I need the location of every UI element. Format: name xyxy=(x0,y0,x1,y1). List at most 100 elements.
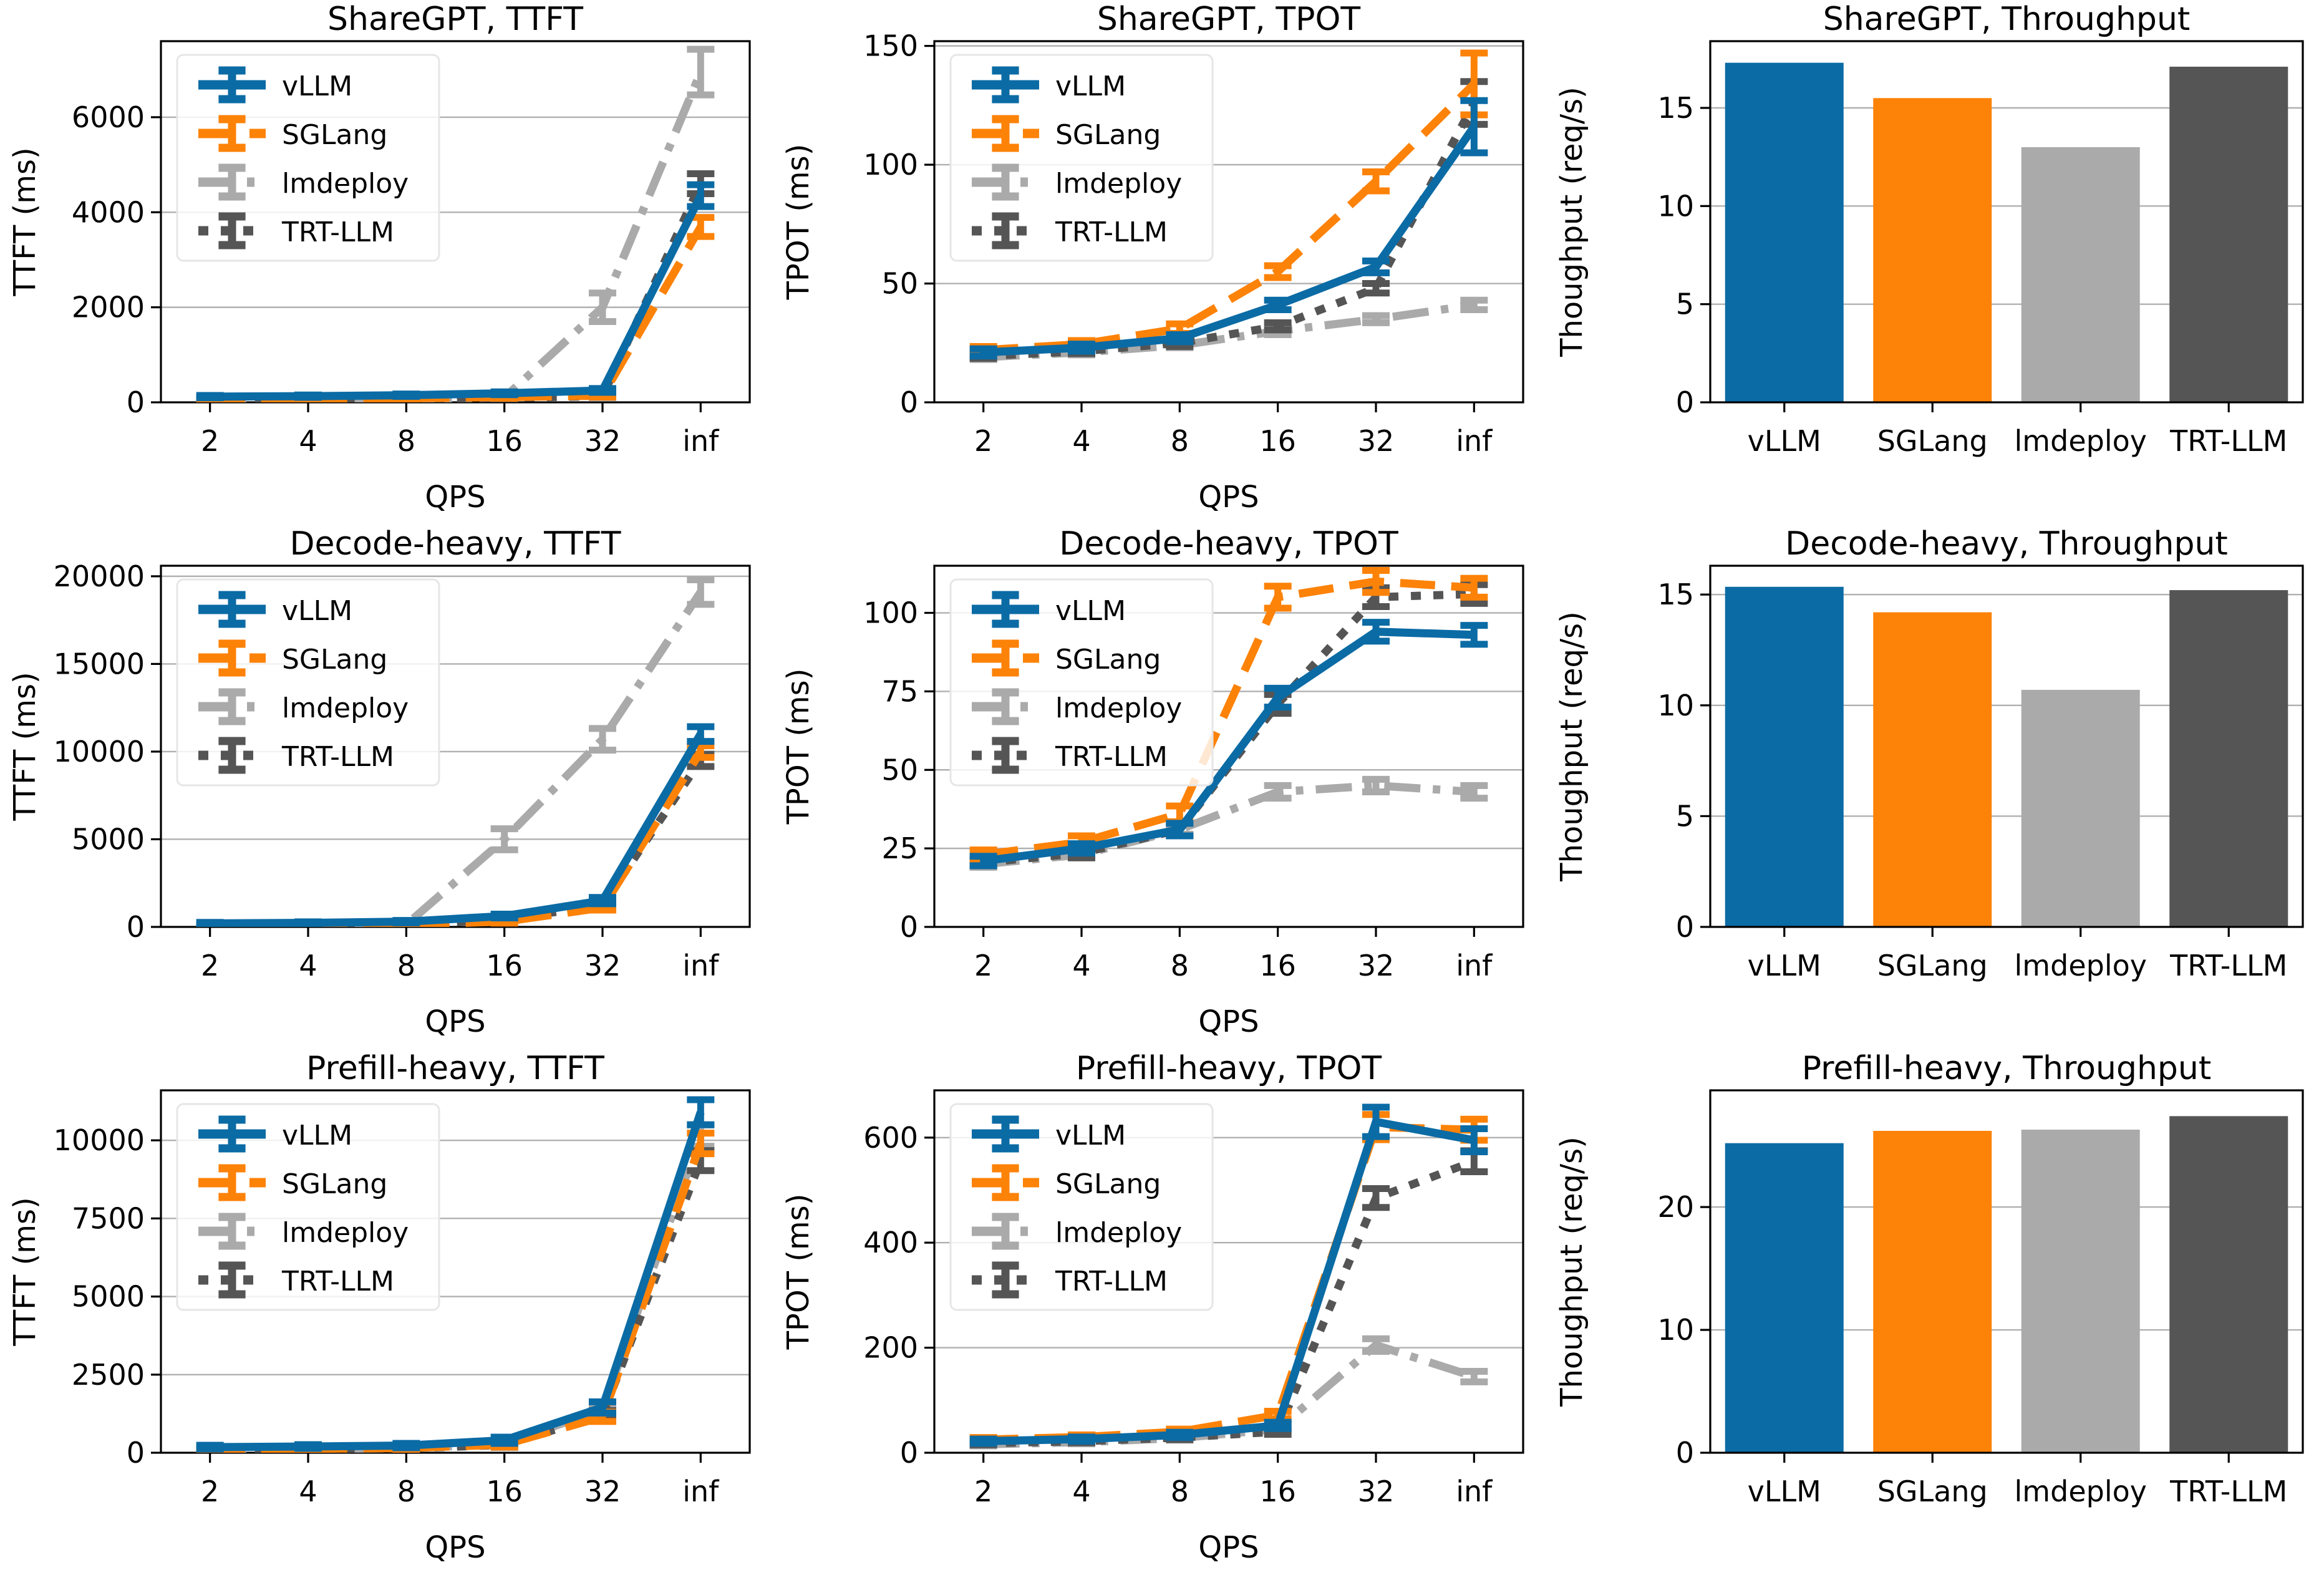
svg-text:TRT-LLM: TRT-LLM xyxy=(2169,424,2287,458)
svg-text:lmdeploy: lmdeploy xyxy=(282,168,409,200)
svg-text:QPS: QPS xyxy=(425,1004,485,1039)
svg-text:inf: inf xyxy=(682,949,720,982)
svg-text:16: 16 xyxy=(1259,424,1296,458)
svg-text:TRT-LLM: TRT-LLM xyxy=(2169,1475,2287,1508)
chart-panel-prefill-heavy-tpot: 0 200 400 600 2 4 8 16 32 inf vLLM SGLang lmdeploy TR… xyxy=(773,1049,1547,1575)
svg-text:vLLM: vLLM xyxy=(282,70,352,102)
svg-text:Prefill-heavy, TPOT: Prefill-heavy, TPOT xyxy=(1076,1050,1382,1087)
svg-text:0: 0 xyxy=(127,910,145,944)
svg-text:16: 16 xyxy=(1259,949,1296,982)
svg-text:0: 0 xyxy=(127,1436,145,1470)
svg-text:Decode-heavy, TTFT: Decode-heavy, TTFT xyxy=(290,525,621,563)
svg-text:TPOT (ms): TPOT (ms) xyxy=(781,669,816,825)
svg-text:inf: inf xyxy=(682,424,720,458)
bar-chart-sharegpt-throughput: 0 5 10 15 vLLM SGLang lmdeploy TRT-LLM Thoughput… xyxy=(1554,1,2304,458)
svg-text:QPS: QPS xyxy=(1198,1004,1259,1039)
svg-text:15: 15 xyxy=(1657,578,1694,611)
svg-text:TRT-LLM: TRT-LLM xyxy=(281,1266,394,1297)
svg-text:0: 0 xyxy=(900,910,918,944)
chart-panel-decode-heavy-throughput: 0 5 10 15 vLLM SGLang lmdeploy TRT-LLM Thoughput… xyxy=(1547,525,2324,1049)
svg-text:SGLang: SGLang xyxy=(1055,644,1161,676)
chart-panel-prefill-heavy-throughput: 0 10 20 vLLM SGLang lmdeploy TRT-LLM Thoughput … xyxy=(1547,1049,2324,1575)
chart-panel-sharegpt-ttft: 0 2000 4000 6000 2 4 8 16 32 inf vLLM SGLang lmdeplo… xyxy=(0,0,773,525)
svg-text:16: 16 xyxy=(1259,1475,1296,1508)
svg-text:inf: inf xyxy=(1456,424,1493,458)
svg-text:32: 32 xyxy=(584,949,621,982)
svg-text:2000: 2000 xyxy=(72,291,145,324)
svg-text:4: 4 xyxy=(1072,1475,1090,1508)
line-chart-sharegpt-ttft: 0 2000 4000 6000 2 4 8 16 32 inf vLLM SGLang lmdeplo… xyxy=(7,1,751,515)
svg-text:Thoughput (req/s): Thoughput (req/s) xyxy=(1554,87,1589,357)
svg-text:15: 15 xyxy=(1657,91,1694,125)
svg-text:vLLM: vLLM xyxy=(1055,70,1126,102)
svg-text:TRT-LLM: TRT-LLM xyxy=(1055,216,1168,248)
svg-text:8: 8 xyxy=(1171,424,1189,458)
line-chart-prefill-heavy-tpot: 0 200 400 600 2 4 8 16 32 inf vLLM SGLang lmdeploy TR… xyxy=(781,1050,1524,1565)
svg-text:ShareGPT, TPOT: ShareGPT, TPOT xyxy=(1097,1,1361,38)
chart-panel-prefill-heavy-ttft: 0 2500 5000 7500 10000 2 4 8 16 32 inf vLLM SGLang lm… xyxy=(0,1049,773,1575)
svg-text:5: 5 xyxy=(1676,288,1694,321)
bar-chart-prefill-heavy-throughput: 0 10 20 vLLM SGLang lmdeploy TRT-LLM Thoughput … xyxy=(1554,1050,2304,1508)
svg-text:lmdeploy: lmdeploy xyxy=(1055,692,1182,724)
chart-panel-decode-heavy-ttft: 0 5000 10000 15000 20000 2 4 8 16 32 inf vLLM SGLang… xyxy=(0,525,773,1049)
svg-text:lmdeploy: lmdeploy xyxy=(282,1217,409,1249)
svg-text:lmdeploy: lmdeploy xyxy=(1055,168,1182,200)
svg-text:200: 200 xyxy=(863,1331,918,1365)
svg-text:TRT-LLM: TRT-LLM xyxy=(1055,741,1168,773)
svg-text:100: 100 xyxy=(863,148,918,182)
svg-text:8: 8 xyxy=(1171,949,1189,982)
svg-text:TTFT (ms): TTFT (ms) xyxy=(7,1197,42,1346)
svg-text:vLLM: vLLM xyxy=(282,1120,352,1151)
svg-text:Decode-heavy, Throughput: Decode-heavy, Throughput xyxy=(1785,525,2228,563)
svg-text:vLLM: vLLM xyxy=(282,595,352,627)
svg-text:10: 10 xyxy=(1657,1313,1694,1347)
svg-text:TRT-LLM: TRT-LLM xyxy=(2169,949,2287,982)
svg-text:32: 32 xyxy=(584,424,621,458)
svg-text:2: 2 xyxy=(974,949,992,982)
svg-text:TRT-LLM: TRT-LLM xyxy=(1055,1266,1168,1297)
svg-text:16: 16 xyxy=(486,949,523,982)
svg-text:2: 2 xyxy=(201,1475,219,1508)
svg-text:2: 2 xyxy=(974,1475,992,1508)
svg-text:0: 0 xyxy=(1676,910,1694,944)
line-chart-sharegpt-tpot: 0 50 100 150 2 4 8 16 32 inf vLLM SGLang lmdeploy TRT… xyxy=(781,1,1524,515)
svg-text:SGLang: SGLang xyxy=(282,1168,387,1200)
svg-text:32: 32 xyxy=(1358,949,1395,982)
svg-text:10: 10 xyxy=(1657,189,1694,223)
svg-text:vLLM: vLLM xyxy=(1748,1475,1821,1508)
svg-text:SGLang: SGLang xyxy=(1055,119,1161,151)
svg-text:50: 50 xyxy=(881,267,918,301)
svg-text:8: 8 xyxy=(1171,1475,1189,1508)
svg-text:lmdeploy: lmdeploy xyxy=(2015,1475,2147,1508)
svg-text:32: 32 xyxy=(584,1475,621,1508)
svg-text:0: 0 xyxy=(900,1436,918,1470)
svg-text:5000: 5000 xyxy=(72,822,145,856)
svg-text:QPS: QPS xyxy=(425,1530,485,1565)
svg-text:2: 2 xyxy=(201,949,219,982)
svg-text:32: 32 xyxy=(1358,1475,1395,1508)
svg-text:inf: inf xyxy=(1456,1475,1493,1508)
svg-text:20000: 20000 xyxy=(54,560,145,593)
svg-text:SGLang: SGLang xyxy=(282,119,387,151)
svg-text:7500: 7500 xyxy=(72,1201,145,1235)
svg-text:4000: 4000 xyxy=(72,195,145,229)
svg-text:lmdeploy: lmdeploy xyxy=(2015,949,2147,982)
svg-text:4: 4 xyxy=(299,949,317,982)
bar-chart-decode-heavy-throughput: 0 5 10 15 vLLM SGLang lmdeploy TRT-LLM Thoughput… xyxy=(1554,525,2304,982)
svg-text:Prefill-heavy, Throughput: Prefill-heavy, Throughput xyxy=(1802,1050,2212,1087)
svg-text:ShareGPT, Throughput: ShareGPT, Throughput xyxy=(1823,1,2191,38)
svg-text:100: 100 xyxy=(863,596,918,630)
svg-text:50: 50 xyxy=(881,753,918,787)
svg-text:10: 10 xyxy=(1657,689,1694,722)
svg-text:TRT-LLM: TRT-LLM xyxy=(281,216,394,248)
svg-text:SGLang: SGLang xyxy=(1877,949,1988,982)
svg-text:4: 4 xyxy=(1072,949,1090,982)
svg-text:Decode-heavy, TPOT: Decode-heavy, TPOT xyxy=(1059,525,1398,563)
svg-text:vLLM: vLLM xyxy=(1055,1120,1126,1151)
svg-text:inf: inf xyxy=(682,1475,720,1508)
svg-text:6000: 6000 xyxy=(72,100,145,134)
svg-text:vLLM: vLLM xyxy=(1748,949,1821,982)
svg-text:lmdeploy: lmdeploy xyxy=(1055,1217,1182,1249)
svg-text:QPS: QPS xyxy=(1198,480,1259,515)
